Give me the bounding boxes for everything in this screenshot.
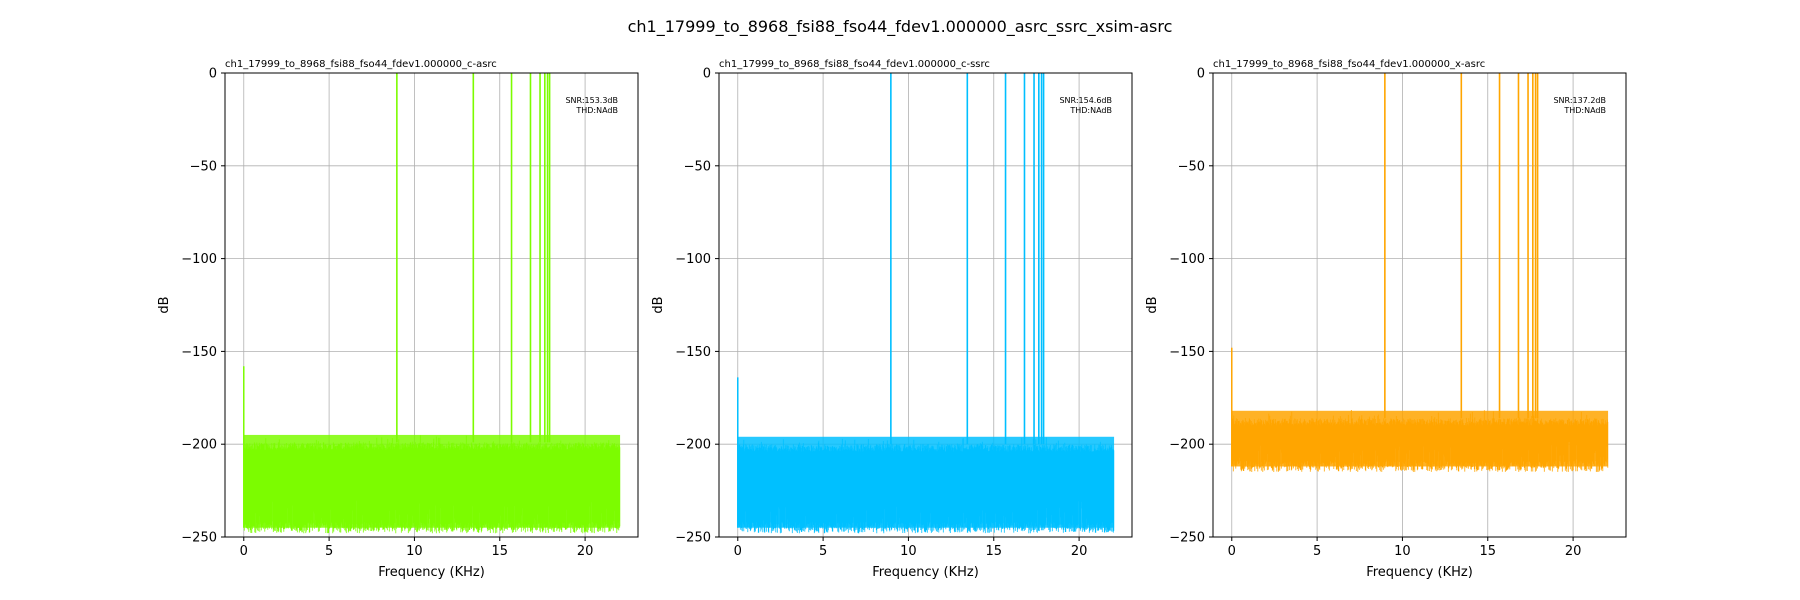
noise-floor-band [1231,410,1609,467]
spectrum-series [243,73,621,534]
subplot-title: ch1_17999_to_8968_fsi88_fso44_fdev1.0000… [719,59,990,70]
x-tick-label: 15 [1479,544,1496,559]
y-tick-label: −150 [181,345,217,360]
y-axis-label: dB [1145,296,1160,313]
x-tick-label: 0 [240,544,248,559]
subplot-title: ch1_17999_to_8968_fsi88_fso44_fdev1.0000… [225,59,497,70]
subplot-3: 0 5 10 15 20 0 −50 −100 −150 −200 −250 ch1_17999_to… [1145,59,1627,580]
snr-annotation: SNR:153.3dB [565,96,618,105]
x-tick-label: 5 [325,544,333,559]
y-tick-label: −100 [1169,252,1205,267]
noise-floor-band [737,436,1115,528]
x-tick-label: 15 [491,544,508,559]
y-axis-label: dB [651,296,666,313]
y-tick-label: 0 [1197,67,1205,82]
y-tick-label: −100 [675,252,711,267]
thd-annotation: THD:NAdB [1069,106,1112,115]
subplot-title: ch1_17999_to_8968_fsi88_fso44_fdev1.0000… [1213,59,1485,70]
y-tick-label: −250 [181,531,217,546]
thd-annotation: THD:NAdB [1563,106,1606,115]
axes-frame [224,72,639,538]
x-tick-label: 0 [734,544,742,559]
x-axis-label: Frequency (KHz) [1366,565,1473,580]
x-tick-label: 20 [577,544,594,559]
subplot-1: 0 5 10 15 20 0 −50 −100 −150 −200 −250 ch1_17999_to… [157,59,639,580]
y-tick-label: −150 [1169,345,1205,360]
axes-frame [1212,72,1627,538]
y-tick-label: −200 [1169,438,1205,453]
y-tick-label: −150 [675,345,711,360]
x-tick-label: 5 [819,544,827,559]
y-tick-label: −200 [181,438,217,453]
x-tick-label: 5 [1313,544,1321,559]
y-axis-label: dB [157,296,172,313]
subplot-2: 0 5 10 15 20 0 −50 −100 −150 −200 −250 ch1_17999_to… [651,59,1133,580]
x-tick-label: 20 [1565,544,1582,559]
y-tick-label: −250 [675,531,711,546]
y-tick-label: 0 [703,67,711,82]
thd-annotation: THD:NAdB [575,106,618,115]
noise-floor-band [243,434,621,528]
y-tick-label: −50 [684,159,711,174]
spectrum-series [737,73,1115,534]
x-tick-label: 10 [1394,544,1411,559]
y-tick-label: −50 [1178,159,1205,174]
snr-annotation: SNR:137.2dB [1553,96,1606,105]
snr-annotation: SNR:154.6dB [1059,96,1112,105]
x-tick-label: 20 [1071,544,1088,559]
x-tick-label: 10 [900,544,917,559]
y-tick-label: −50 [190,159,217,174]
x-axis-label: Frequency (KHz) [872,565,979,580]
y-tick-label: 0 [209,67,217,82]
spectrum-series [1231,73,1609,472]
x-axis-label: Frequency (KHz) [378,565,485,580]
y-tick-label: −100 [181,252,217,267]
x-tick-label: 10 [406,544,423,559]
x-tick-label: 15 [985,544,1002,559]
x-tick-label: 0 [1228,544,1236,559]
figure-suptitle: ch1_17999_to_8968_fsi88_fso44_fdev1.0000… [628,17,1173,37]
y-tick-label: −200 [675,438,711,453]
axes-frame [718,72,1133,538]
y-tick-label: −250 [1169,531,1205,546]
